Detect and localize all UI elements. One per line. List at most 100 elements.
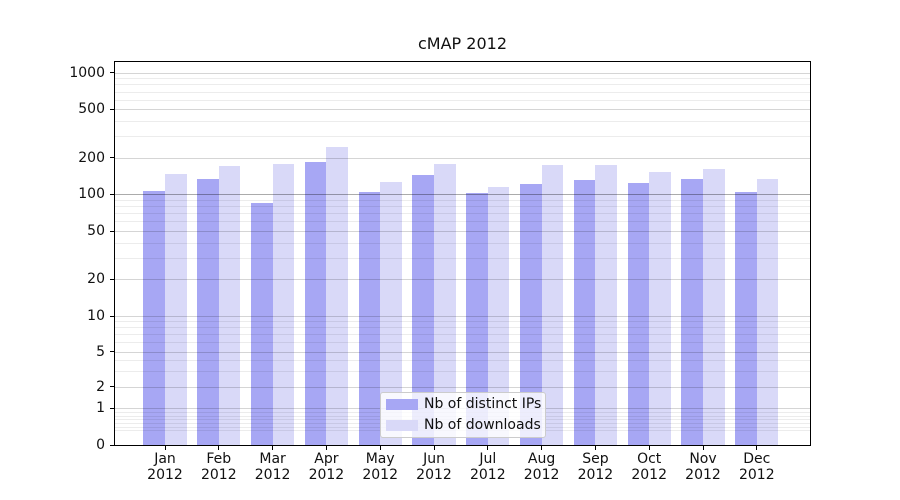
y-tick-label-5: 5	[96, 343, 105, 360]
y-tick-0	[110, 444, 114, 446]
x-tick-label-year: 2012	[738, 467, 775, 483]
x-tick-label-Dec-2012: Dec 2012	[717, 451, 797, 483]
x-tick-label-month: Mar	[259, 451, 286, 467]
legend-item-downloads: Nb of downloads	[386, 417, 541, 434]
x-tick-Apr-2012	[325, 446, 327, 450]
bar-downloads-Mar-2012	[272, 164, 295, 445]
x-tick-label-Jul-2012: Jul 2012	[448, 451, 528, 483]
bar-distinct-ips-Sep-2012	[573, 179, 596, 445]
y-minor-gridline-40	[115, 242, 810, 244]
x-tick-label-May-2012: May 2012	[340, 451, 420, 483]
x-tick-label-Feb-2012: Feb 2012	[179, 451, 259, 483]
y-gridline-2	[115, 386, 810, 388]
bar-downloads-Jun-2012	[434, 163, 456, 445]
legend-item-distinct-ips: Nb of distinct IPs	[386, 396, 542, 413]
legend: Nb of distinct IPs Nb of downloads	[380, 392, 546, 438]
bar-downloads-Feb-2012	[218, 165, 241, 445]
x-tick-label-year: 2012	[308, 467, 345, 483]
legend-label-downloads: Nb of downloads	[424, 417, 541, 433]
bar-distinct-ips-Feb-2012	[197, 179, 219, 445]
plot-frame	[114, 61, 811, 446]
y-tick-label-10: 10	[87, 308, 105, 324]
x-tick-Dec-2012	[756, 446, 758, 450]
bar-downloads-Sep-2012	[595, 165, 618, 445]
chart-title: cMAP 2012	[418, 34, 507, 53]
x-tick-label-month: Jul	[479, 451, 497, 467]
x-tick-label-year: 2012	[147, 467, 183, 483]
x-tick-label-year: 2012	[254, 467, 291, 483]
bar-distinct-ips-Jan-2012	[143, 190, 165, 445]
bar-distinct-ips-Mar-2012	[250, 202, 273, 445]
x-tick-label-Aug-2012: Aug 2012	[502, 451, 582, 483]
legend-swatch-distinct-ips-icon	[386, 399, 418, 410]
y-tick-label-1000: 1000	[69, 64, 105, 81]
y-minor-gridline-3	[115, 371, 810, 373]
x-tick-label-year: 2012	[469, 467, 506, 483]
grid-layer	[115, 62, 810, 445]
x-tick-label-year: 2012	[200, 467, 237, 483]
y-gridline-100	[115, 194, 810, 196]
bar-downloads-Dec-2012	[756, 178, 779, 445]
x-tick-Oct-2012	[648, 446, 650, 450]
bar-downloads-Aug-2012	[541, 164, 564, 445]
bar-downloads-Oct-2012	[649, 171, 671, 445]
x-tick-label-year: 2012	[523, 467, 560, 483]
y-tick-5	[110, 351, 114, 352]
y-tick-label-2: 2	[96, 378, 105, 395]
y-tick-label-0: 0	[96, 437, 105, 453]
y-tick-label-1: 1	[96, 400, 105, 417]
bar-distinct-ips-Apr-2012	[304, 161, 327, 445]
y-minor-gridline-60	[115, 221, 810, 223]
x-tick-label-month: Sep	[582, 451, 609, 467]
y-tick-label-500: 500	[78, 101, 105, 118]
bar-distinct-ips-May-2012	[358, 192, 381, 445]
y-minor-gridline-600	[115, 99, 810, 101]
plot-area: Nb of distinct IPs Nb of downloads	[115, 62, 810, 445]
bar-downloads-May-2012	[380, 182, 402, 445]
x-tick-label-year: 2012	[631, 467, 667, 483]
bar-downloads-Jan-2012	[165, 174, 187, 445]
x-tick-label-Sep-2012: Sep 2012	[555, 451, 635, 483]
y-minor-gridline-70	[115, 213, 810, 215]
y-tick-1000	[110, 72, 114, 74]
x-tick-Feb-2012	[218, 446, 220, 450]
y-tick-10	[110, 315, 114, 317]
y-gridline-200	[115, 157, 810, 159]
x-tick-Mar-2012	[272, 446, 274, 450]
x-tick-May-2012	[379, 446, 381, 450]
y-tick-100	[110, 193, 114, 195]
x-tick-label-month: Jun	[423, 451, 445, 467]
x-tick-Jul-2012	[487, 446, 489, 450]
y-tick-label-100: 100	[78, 186, 105, 203]
y-tick-1	[110, 407, 114, 409]
x-tick-label-month: Oct	[637, 451, 662, 467]
y-tick-label-50: 50	[87, 223, 105, 239]
x-tick-label-month: Apr	[314, 451, 339, 467]
bar-downloads-Apr-2012	[326, 147, 349, 445]
y-tick-50	[110, 230, 114, 232]
x-tick-label-Apr-2012: Apr 2012	[286, 451, 366, 483]
y-minor-gridline-9	[115, 321, 810, 323]
y-tick-2	[110, 386, 114, 388]
x-tick-label-Nov-2012: Nov 2012	[663, 451, 743, 483]
y-tick-500	[110, 108, 114, 110]
y-minor-gridline-800	[115, 84, 810, 86]
y-minor-gridline-300	[115, 136, 810, 138]
x-tick-label-month: Jan	[154, 451, 176, 467]
y-minor-gridline-7	[115, 334, 810, 336]
y-minor-gridline-700	[115, 91, 810, 93]
x-tick-Aug-2012	[541, 446, 543, 450]
y-minor-gridline-30	[115, 257, 810, 259]
x-tick-label-Oct-2012: Oct 2012	[609, 451, 689, 483]
x-tick-label-month: Dec	[743, 451, 771, 467]
legend-label-distinct-ips: Nb of distinct IPs	[424, 396, 542, 412]
bar-distinct-ips-Nov-2012	[681, 178, 703, 445]
bar-distinct-ips-Oct-2012	[627, 182, 650, 445]
y-tick-label-200: 200	[78, 149, 105, 166]
x-tick-Jun-2012	[433, 446, 435, 450]
x-tick-label-month: Nov	[689, 451, 717, 467]
x-tick-label-Jun-2012: Jun 2012	[394, 451, 474, 483]
bar-distinct-ips-Jun-2012	[412, 175, 434, 445]
bar-downloads-Jul-2012	[487, 187, 510, 445]
bars-layer	[115, 62, 810, 445]
